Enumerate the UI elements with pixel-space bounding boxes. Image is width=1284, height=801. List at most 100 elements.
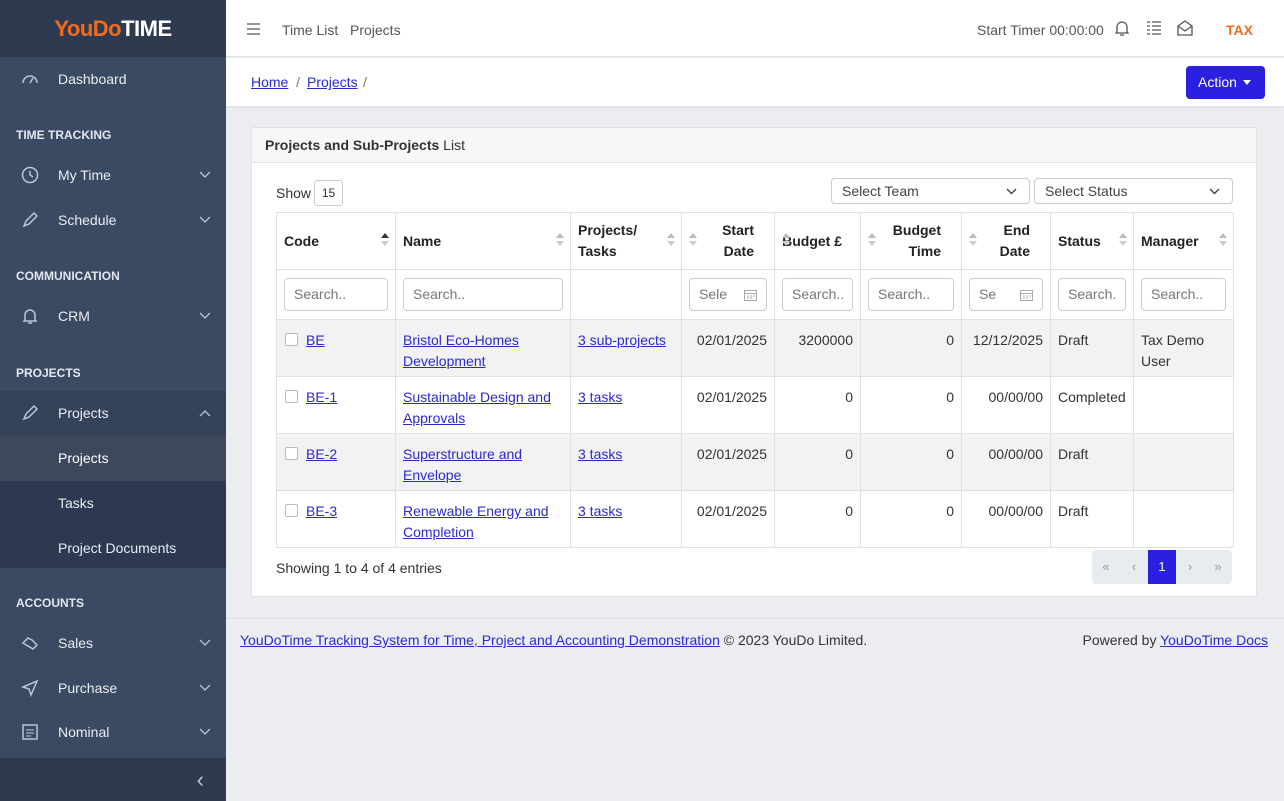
action-button[interactable]: Action [1186, 66, 1265, 99]
footer-docs-link[interactable]: YouDoTime Docs [1160, 632, 1268, 648]
children-link[interactable]: 3 sub-projects [578, 332, 666, 348]
projects-card: Projects and Sub-Projects List Show 15 S… [251, 127, 1257, 597]
column-header[interactable]: Start Date [681, 212, 775, 270]
footer-rule [226, 618, 1284, 619]
subnav-projects[interactable]: Projects [0, 436, 226, 481]
children-link[interactable]: 3 tasks [578, 446, 623, 462]
subnav-documents[interactable]: Project Documents [58, 540, 177, 556]
row-checkbox[interactable] [285, 333, 298, 346]
search-input[interactable]: Search.. [868, 278, 954, 311]
menu-toggle[interactable] [247, 23, 260, 35]
company-code[interactable]: TAX [1226, 22, 1253, 38]
date-input[interactable]: Sele [689, 278, 767, 311]
nav-nominal[interactable]: Nominal [0, 710, 226, 755]
column-header[interactable]: Code [276, 212, 396, 270]
search-input[interactable]: Search.. [782, 278, 853, 311]
page-size[interactable]: 15 [314, 180, 343, 206]
nav-label: My Time [58, 167, 111, 183]
column-header[interactable]: End Date [961, 212, 1051, 270]
card-title-suffix: List [439, 137, 465, 153]
search-input[interactable]: Search. [1058, 278, 1126, 311]
section-title: TIME TRACKING [16, 128, 112, 142]
search-input[interactable]: Search.. [284, 278, 388, 311]
team-select[interactable]: Select Team [831, 178, 1030, 204]
page-button[interactable]: 1 [1148, 550, 1176, 584]
footer-powered: Powered by [1082, 632, 1161, 648]
cell-code: BE-2 [276, 433, 396, 491]
page-button[interactable]: « [1092, 550, 1120, 584]
nav-purchase[interactable]: Purchase [0, 666, 226, 711]
header-label: Code [284, 232, 319, 249]
cell-manager [1133, 433, 1234, 491]
cell-start-date: 02/01/2025 [681, 376, 775, 434]
row-checkbox[interactable] [285, 504, 298, 517]
top-link[interactable]: Time List [282, 22, 339, 38]
row-checkbox[interactable] [285, 447, 298, 460]
footer-link[interactable]: YouDoTime Tracking System for Time, Proj… [240, 632, 720, 648]
nav-label: Projects [58, 405, 109, 421]
placeholder: Sele [699, 286, 728, 302]
column-header[interactable]: Budget Time [860, 212, 962, 270]
entries-info: Showing 1 to 4 of 4 entries [276, 560, 442, 576]
column-header[interactable]: Projects/ Tasks [570, 212, 682, 270]
search-input[interactable]: Search.. [403, 278, 563, 311]
topbar: Time List Projects Start Timer 00:00:00 … [226, 0, 1284, 57]
header-label: Start Date [722, 222, 754, 259]
nav-projects[interactable]: Projects [0, 391, 226, 436]
header-label: Budget Time [892, 222, 941, 259]
cell-manager [1133, 490, 1234, 548]
list-icon[interactable] [1146, 20, 1162, 36]
cell-manager [1133, 376, 1234, 434]
nav-dashboard[interactable]: Dashboard [0, 57, 226, 102]
name-link[interactable]: Renewable Energy and Completion [403, 503, 549, 540]
column-header[interactable]: Manager [1133, 212, 1234, 270]
code-link[interactable]: BE [306, 332, 325, 348]
children-link[interactable]: 3 tasks [578, 503, 623, 519]
search-input[interactable]: Search.. [1141, 278, 1226, 311]
name-link[interactable]: Sustainable Design and Approvals [403, 389, 551, 426]
logo[interactable]: YouDoTIME [0, 0, 226, 57]
row-checkbox[interactable] [285, 390, 298, 403]
page-button[interactable]: ‹ [1120, 550, 1148, 584]
column-header[interactable]: Name [395, 212, 571, 270]
date-input[interactable]: Se [969, 278, 1043, 311]
name-link[interactable]: Bristol Eco-Homes Development [403, 332, 519, 369]
cell-end-date: 00/00/00 [961, 376, 1051, 434]
data-row: BE-1 Sustainable Design and Approvals 3 ta… [276, 376, 1234, 434]
cell-name: Bristol Eco-Homes Development [395, 319, 571, 377]
children-link[interactable]: 3 tasks [578, 389, 623, 405]
nav-schedule[interactable]: Schedule [0, 198, 226, 243]
status-select[interactable]: Select Status [1034, 178, 1233, 204]
cell-end-date: 00/00/00 [961, 490, 1051, 548]
bell-icon[interactable] [1115, 20, 1129, 36]
select-label: Select Status [1045, 183, 1128, 199]
code-link[interactable]: BE-3 [306, 503, 338, 519]
collapse-button[interactable]: ‹ [0, 758, 226, 801]
nav-crm[interactable]: CRM [0, 294, 226, 339]
top-link[interactable]: Projects [350, 22, 401, 38]
column-header[interactable]: Status [1050, 212, 1134, 270]
data-row: BE Bristol Eco-Homes Development 3 sub-pro… [276, 319, 1234, 377]
section-title: COMMUNICATION [16, 269, 120, 283]
name-link[interactable]: Superstructure and Envelope [403, 446, 523, 483]
nav-sales[interactable]: Sales [0, 621, 226, 666]
column-header[interactable]: Budget £ [774, 212, 861, 270]
subnav-tasks[interactable]: Tasks [58, 495, 94, 511]
nav-my-time[interactable]: My Time [0, 153, 226, 198]
code-link[interactable]: BE-1 [306, 389, 338, 405]
breadcrumb-link[interactable]: Home [251, 74, 289, 90]
header-label: End Date [999, 222, 1030, 259]
page-button[interactable]: » [1204, 550, 1232, 584]
section-title: PROJECTS [16, 366, 81, 380]
mail-icon[interactable] [1177, 20, 1194, 36]
sidebar: YouDoTIME Dashboard TIME TRACKING My Tim… [0, 0, 226, 801]
page-button[interactable]: › [1176, 550, 1204, 584]
cell-status: Completed [1050, 376, 1134, 434]
header-row: Code Name Projects/ Tasks Start Date Budget … [276, 212, 1234, 270]
cell-name: Renewable Energy and Completion [395, 490, 571, 548]
search-row: Search.. Search.. Sele Search.. Search..… [276, 269, 1234, 320]
breadcrumb-link[interactable]: Projects [307, 74, 358, 90]
code-link[interactable]: BE-2 [306, 446, 338, 462]
start-timer[interactable]: Start Timer 00:00:00 [977, 22, 1104, 38]
